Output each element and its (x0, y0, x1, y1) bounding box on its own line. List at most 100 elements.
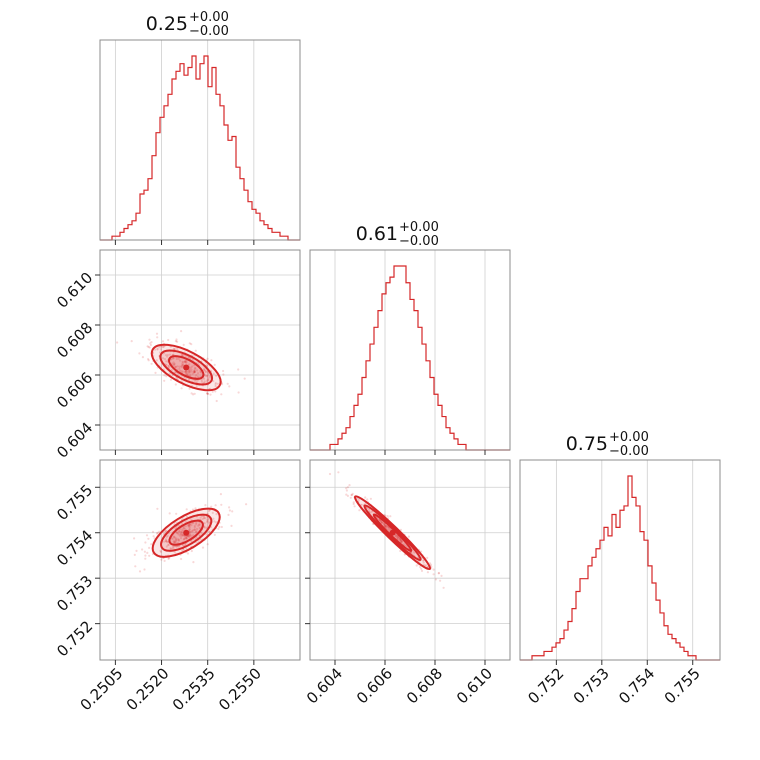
param-lower-error: −0.00 (399, 234, 439, 249)
sample-point (179, 537, 183, 540)
sample-point (188, 528, 191, 531)
sample-point (192, 534, 195, 537)
sample-point (184, 370, 187, 373)
sample-point (192, 529, 195, 532)
sample-point (185, 535, 188, 538)
sample-point (166, 534, 169, 537)
sample-point (384, 524, 388, 528)
sample-point (195, 527, 199, 531)
sample-point (193, 369, 196, 372)
sample-point (193, 371, 196, 374)
sample-point (198, 534, 201, 537)
sample-point (201, 546, 205, 549)
sample-point (215, 521, 218, 524)
sample-point (172, 363, 175, 366)
sample-point (185, 370, 188, 373)
sample-point (158, 530, 161, 533)
sample-point (177, 538, 180, 541)
sample-point (176, 347, 179, 350)
sample-point (213, 520, 216, 523)
sample-point (184, 543, 187, 546)
sample-point (420, 567, 423, 570)
sample-point (432, 573, 435, 576)
sample-point (175, 365, 178, 368)
sample-point (173, 536, 176, 539)
sample-point (399, 549, 402, 553)
sample-point (350, 493, 353, 496)
sample-point (188, 526, 191, 529)
sample-point (400, 541, 403, 544)
sample-point (218, 525, 221, 529)
sample-point (178, 530, 181, 533)
sample-point (199, 538, 202, 541)
sample-point (220, 525, 223, 529)
sample-point (168, 557, 171, 560)
sample-point (190, 549, 193, 553)
sample-point (167, 543, 170, 546)
sample-point (214, 390, 217, 393)
sample-point (174, 541, 177, 544)
sample-point (165, 375, 168, 378)
sample-point (177, 533, 180, 536)
sample-point (207, 517, 210, 521)
sample-point (177, 538, 180, 542)
sample-point (145, 534, 149, 537)
sample-point (384, 525, 387, 528)
sample-point (205, 533, 208, 536)
sample-point (190, 343, 193, 346)
sample-point (188, 523, 191, 526)
sample-point (191, 365, 194, 368)
sample-point (181, 544, 185, 547)
sample-point (206, 543, 209, 546)
sample-point (196, 375, 199, 378)
sample-point (177, 357, 180, 360)
sample-point (193, 370, 196, 373)
sample-point (166, 353, 169, 357)
sample-point (187, 524, 190, 527)
sample-point (198, 523, 201, 526)
sample-point (204, 370, 207, 373)
sample-point (194, 507, 197, 510)
sample-point (183, 360, 187, 363)
sample-point (243, 377, 246, 380)
sample-point (184, 537, 187, 540)
sample-point (161, 340, 165, 343)
x-tick-label: 0.2505 (77, 664, 127, 714)
sample-point (204, 517, 207, 520)
sample-point (146, 551, 149, 555)
sample-point (368, 508, 371, 511)
sample-point (220, 503, 223, 506)
sample-point (185, 373, 188, 376)
sample-point (192, 371, 195, 374)
sample-point (199, 370, 202, 374)
sample-point (166, 355, 169, 358)
sample-point (149, 342, 152, 345)
sample-point (192, 393, 195, 396)
sample-point (188, 371, 191, 374)
sample-point (206, 520, 209, 523)
sample-point (186, 355, 190, 359)
sample-point (193, 526, 196, 529)
sample-point (211, 390, 214, 393)
sample-point (180, 534, 183, 538)
sample-point (397, 536, 400, 539)
sample-point (172, 535, 175, 538)
sample-point (228, 506, 231, 509)
sample-point (167, 557, 170, 560)
grid-layer (100, 40, 694, 660)
sample-point (116, 341, 119, 344)
sample-point (203, 369, 206, 372)
y-tick-label: 0.608 (53, 319, 96, 362)
sample-point (214, 382, 217, 385)
sample-point (237, 391, 240, 394)
frame-layer (99, 39, 721, 661)
sample-point (187, 524, 190, 527)
sample-point (143, 550, 146, 553)
sample-point (207, 509, 210, 513)
param-title-3: 0.75 (566, 433, 608, 455)
sample-point (184, 520, 187, 523)
tick-layer (95, 240, 694, 665)
contour-peak (183, 529, 190, 536)
sample-point (167, 338, 170, 342)
sample-point (173, 536, 176, 539)
